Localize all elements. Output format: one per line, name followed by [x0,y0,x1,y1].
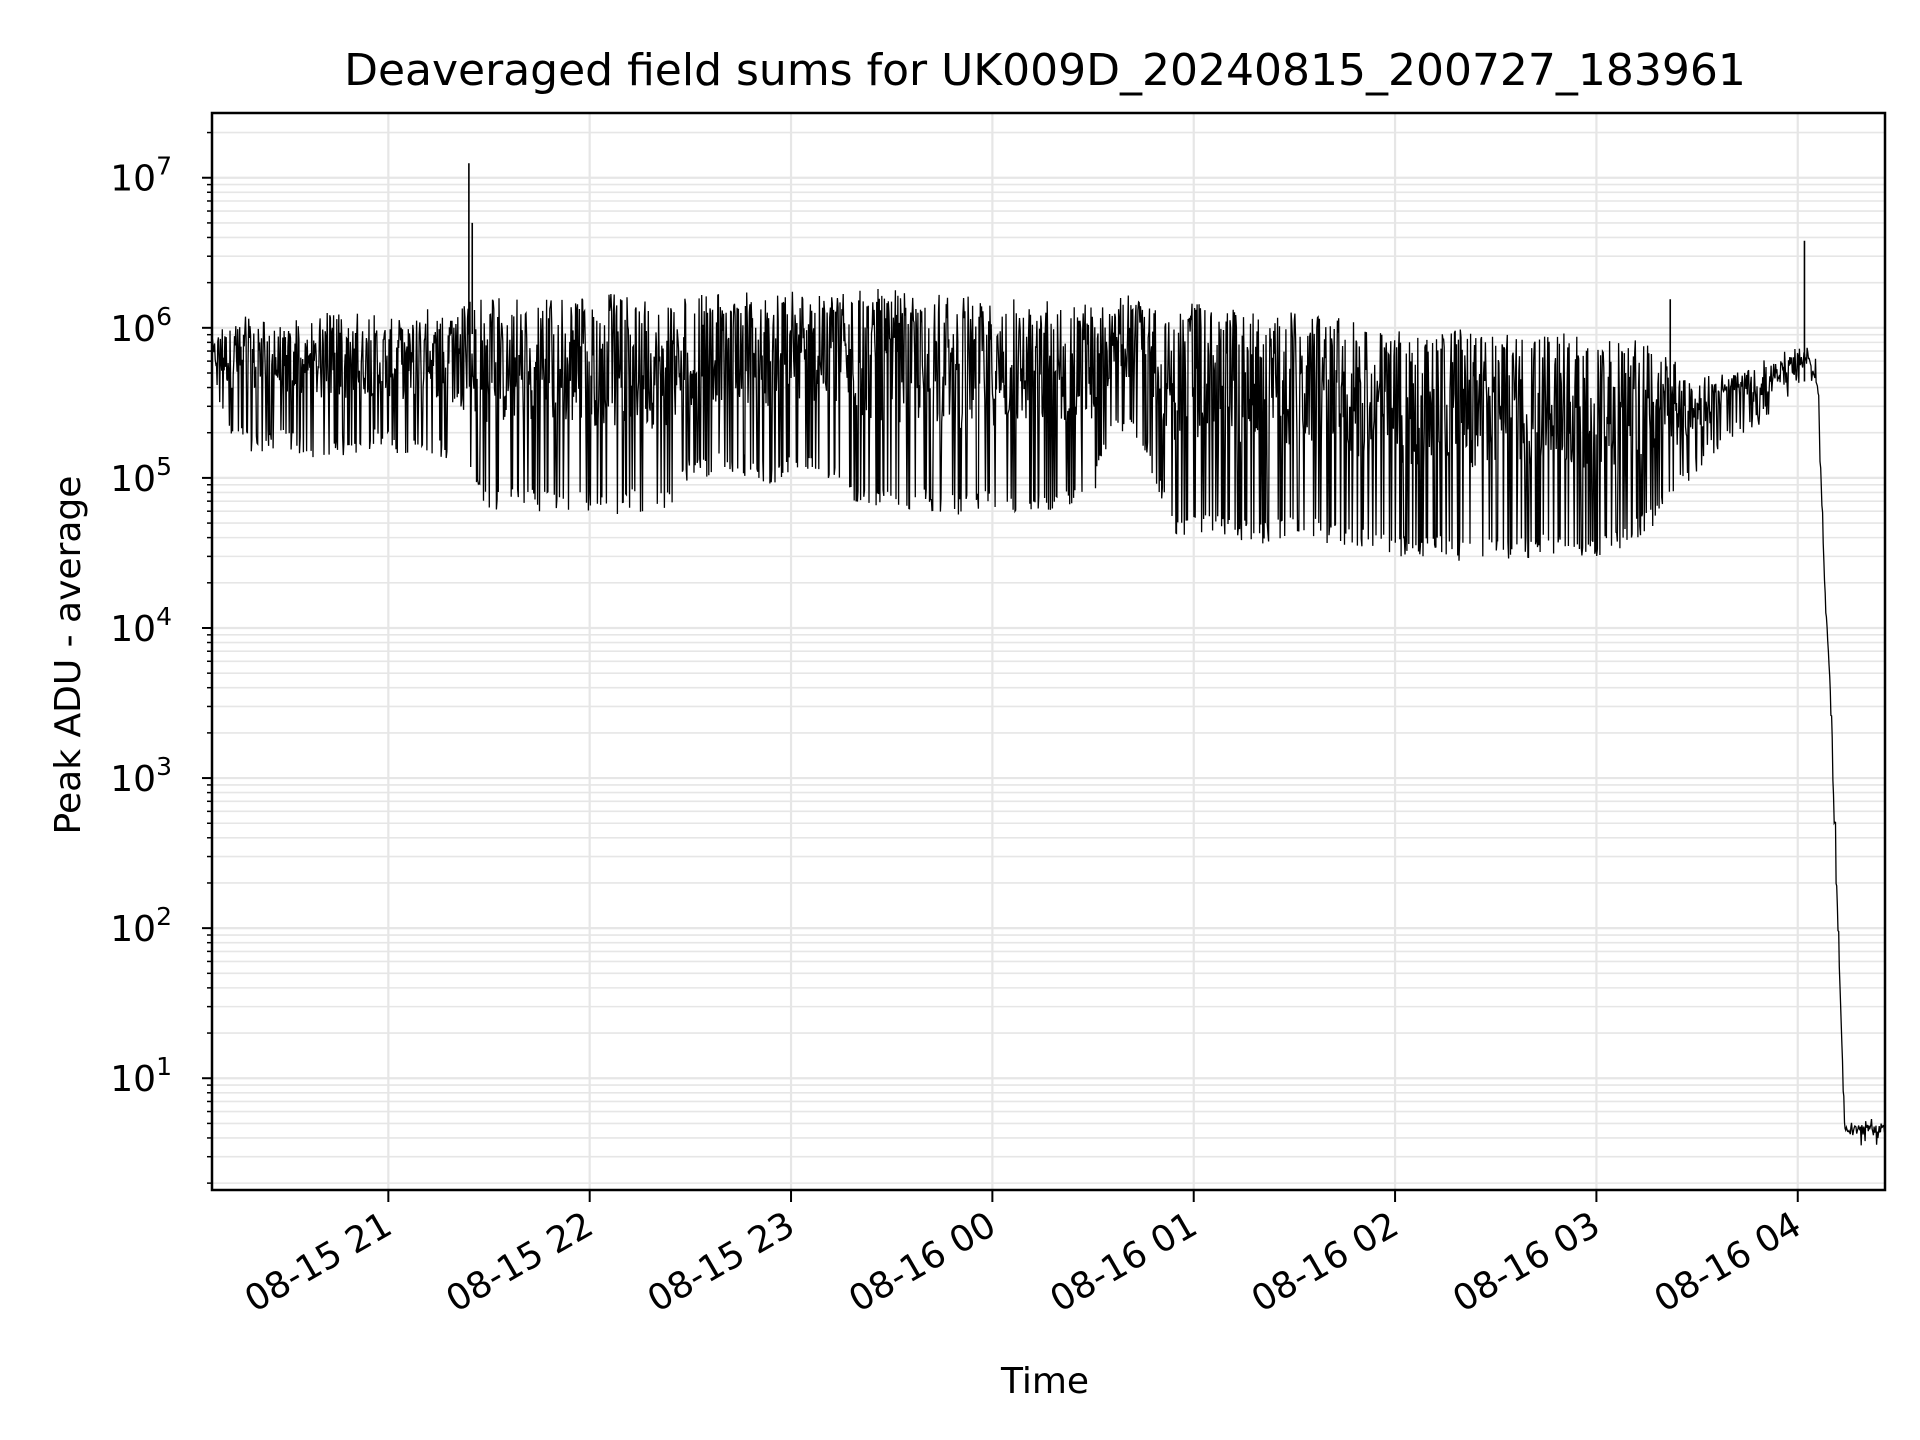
x-tick-label: 08-15 22 [440,1204,601,1320]
grid-lines [212,113,1885,1190]
x-tick-label: 08-16 00 [842,1204,1003,1320]
series-line [211,288,1886,1146]
y-tick-label: 102 [110,902,172,950]
y-tick-label: 107 [110,152,172,200]
chart-title: Deaveraged field sums for UK009D_2024081… [344,45,1746,96]
y-tick-label: 103 [110,752,172,800]
y-tick-label: 106 [110,302,172,350]
x-tick-label: 08-16 01 [1044,1204,1205,1320]
y-axis-label: Peak ADU - average [48,476,89,835]
y-axis-ticks: 101 102 103 104 105 106 107 [110,131,212,1184]
x-tick-label: 08-15 23 [641,1204,802,1320]
x-tick-label: 08-16 02 [1245,1204,1406,1320]
y-tick-label: 104 [110,602,172,650]
x-axis-label: Time [1000,1361,1089,1402]
y-tick-label: 101 [110,1052,172,1100]
y-tick-label: 105 [110,452,172,500]
x-tick-label: 08-15 21 [238,1204,399,1320]
x-tick-label: 08-16 04 [1648,1204,1809,1320]
x-axis-ticks: 08-15 21 08-15 22 08-15 23 08-16 00 08-16 01… [238,1190,1808,1321]
data-series [211,163,1886,1146]
x-tick-label: 08-16 03 [1446,1204,1607,1320]
